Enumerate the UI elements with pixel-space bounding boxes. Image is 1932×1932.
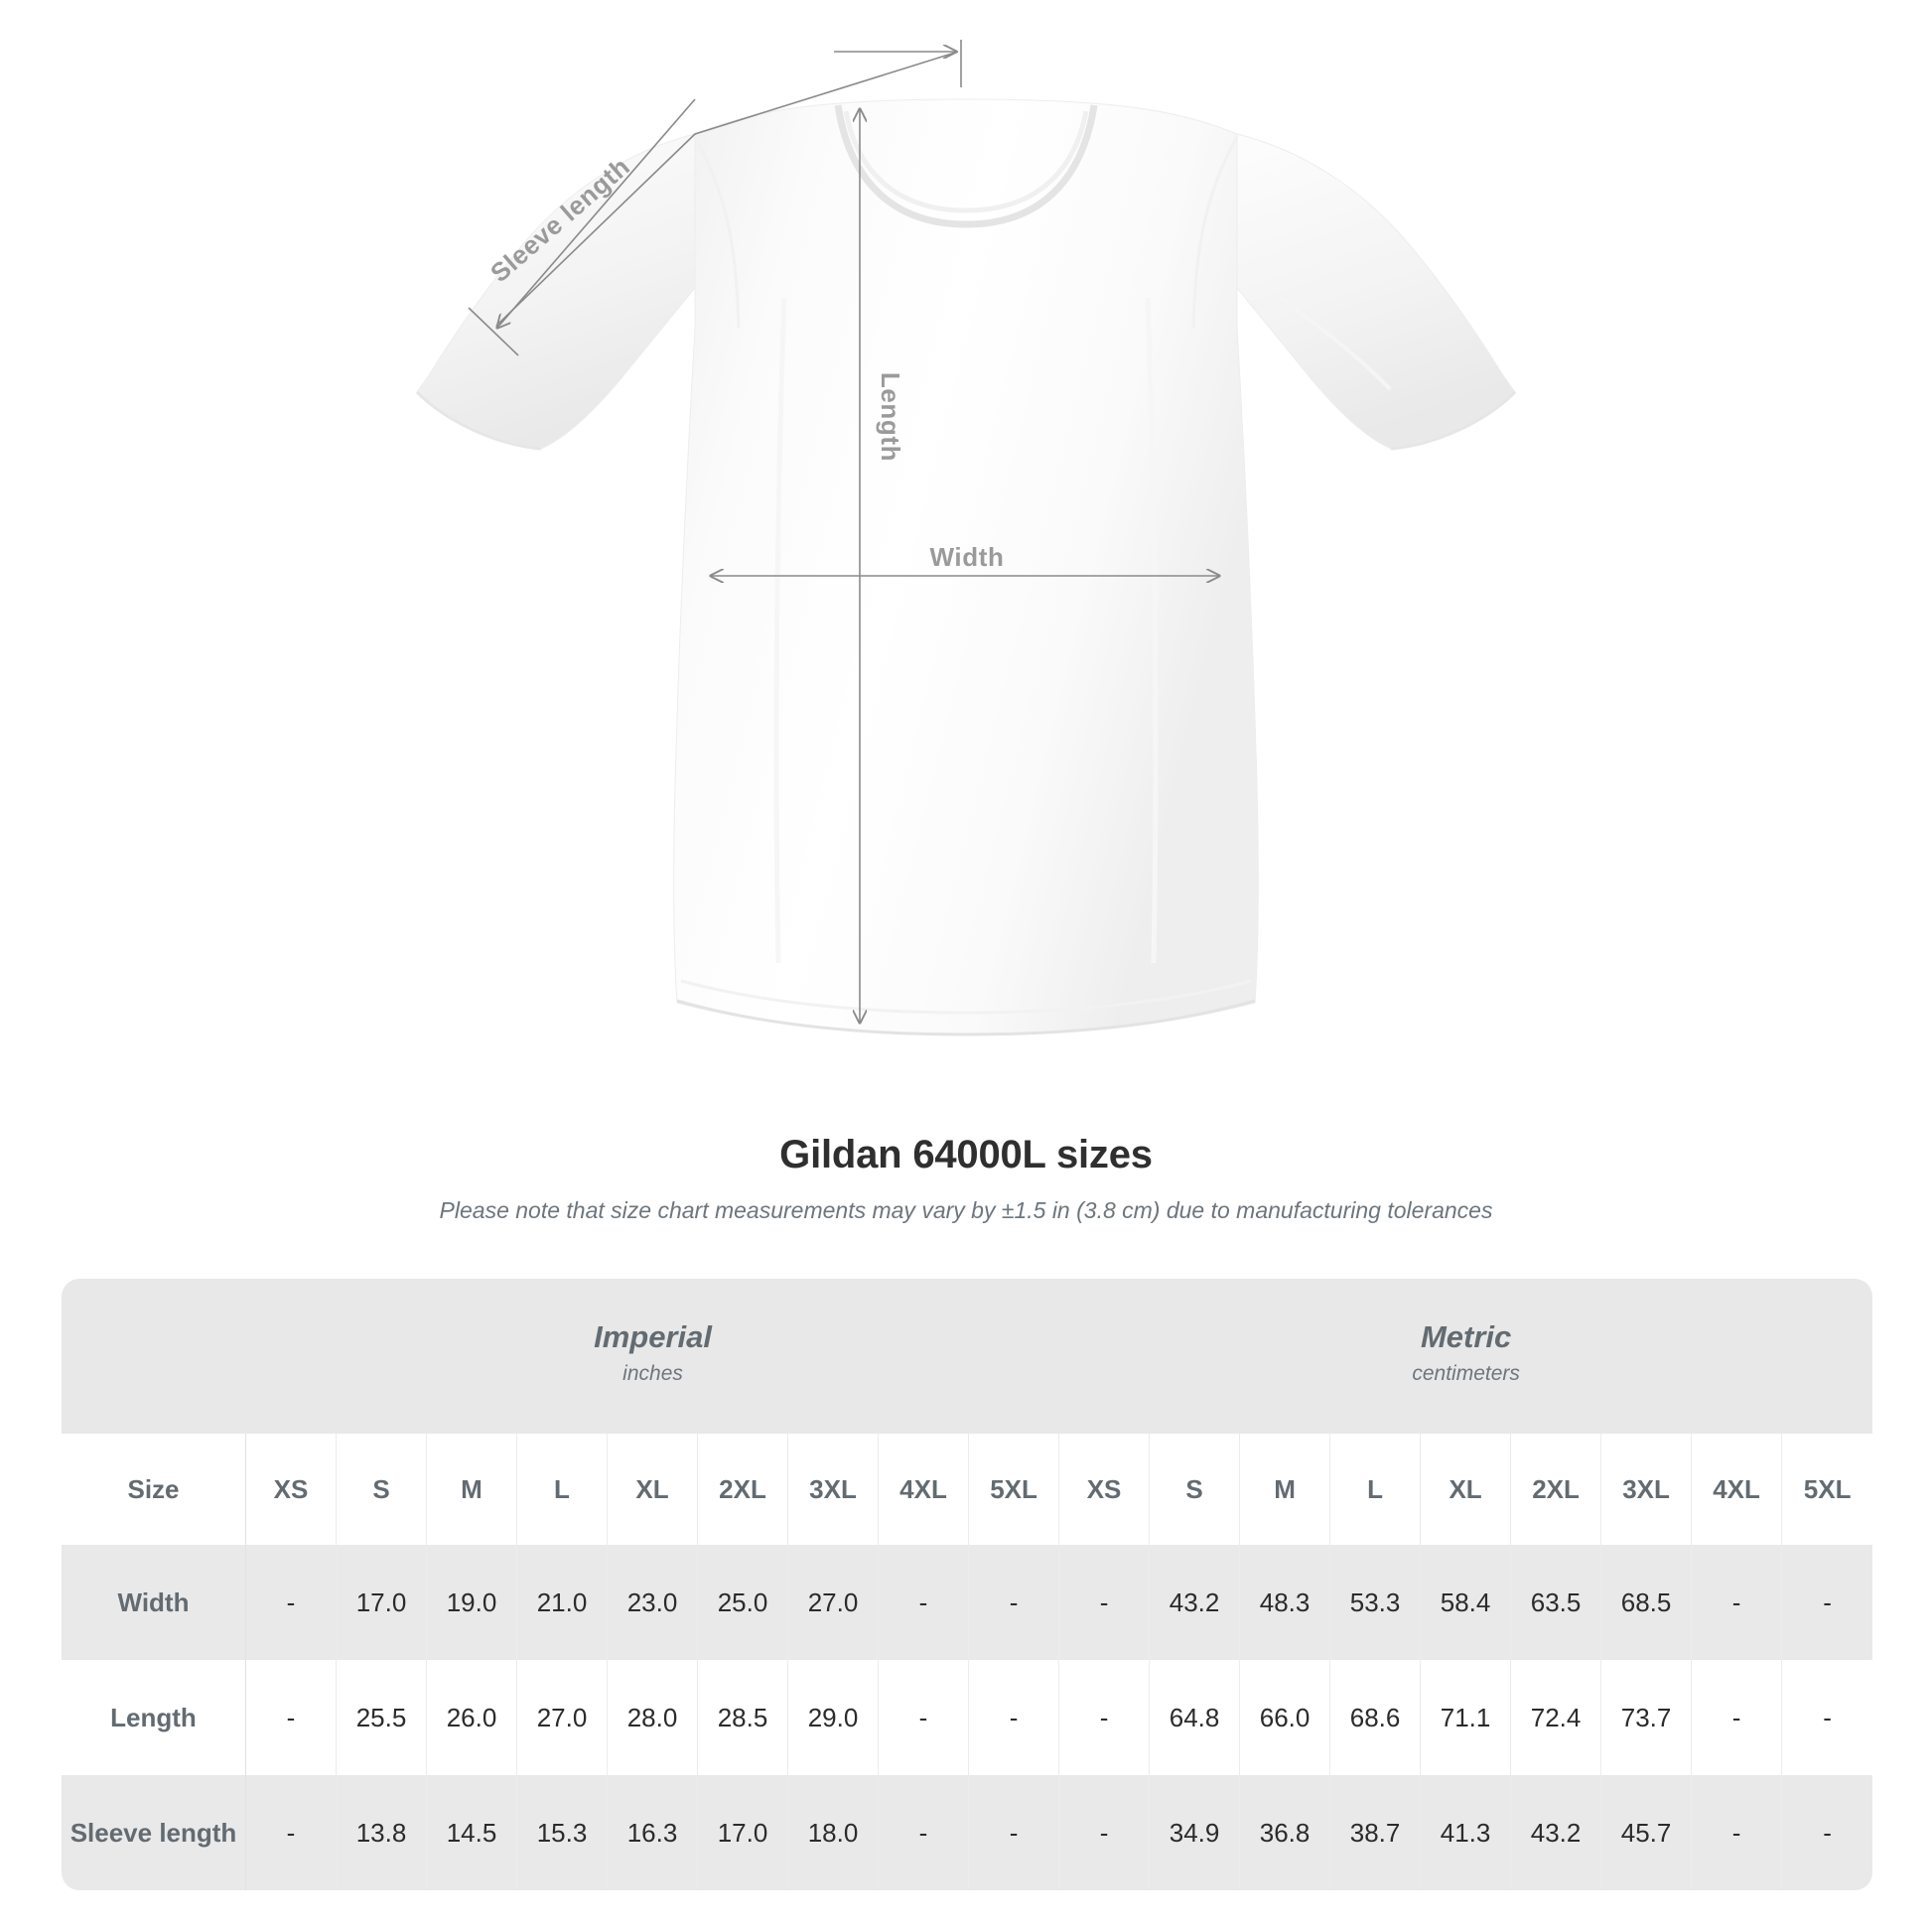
- measurement-cell: 38.7: [1330, 1775, 1422, 1890]
- measurement-cell: 25.5: [337, 1660, 427, 1775]
- measurement-cell: 64.8: [1150, 1660, 1241, 1775]
- measurement-cell: 28.5: [698, 1660, 788, 1775]
- measurement-cell: 63.5: [1511, 1545, 1602, 1660]
- measurement-cell: -: [246, 1775, 337, 1890]
- measurement-cell: 27.0: [788, 1545, 879, 1660]
- size-header-row: Size XS S M L XL 2XL 3XL 4XL 5XL XS S M L XL 2XL 3XL 4XL 5…: [62, 1434, 1873, 1545]
- table-row: Width -17.0 19.0 21.0 23.0 25.0 27.0- - -43.2 48.…: [62, 1545, 1873, 1660]
- measurement-cell: 15.3: [517, 1775, 608, 1890]
- measurement-cell: 66.0: [1240, 1660, 1331, 1775]
- measurement-cell: -: [1059, 1545, 1151, 1660]
- size-header-cell: 4XL: [879, 1434, 969, 1545]
- size-column-label: Size: [62, 1434, 246, 1545]
- measurement-row-label: Width: [62, 1545, 246, 1660]
- unit-row-spacer: [62, 1279, 246, 1434]
- measurement-cell: -: [969, 1545, 1060, 1660]
- size-header-cell: M: [427, 1434, 517, 1545]
- size-header-cell: 2XL: [1511, 1434, 1602, 1545]
- measurement-cell: 19.0: [427, 1545, 517, 1660]
- measurement-cell: -: [1059, 1660, 1151, 1775]
- table-row: Sleeve length -13.8 14.5 15.3 16.3 17.0 18.0- -…: [62, 1775, 1873, 1890]
- measurement-cell: 23.0: [608, 1545, 698, 1660]
- measurement-cell: -: [1782, 1660, 1873, 1775]
- measurement-cell: 13.8: [337, 1775, 427, 1890]
- size-header-cell: XL: [1421, 1434, 1512, 1545]
- measurement-cell: -: [1692, 1660, 1783, 1775]
- length-dimension: Length: [860, 109, 905, 1023]
- size-header-cell: 3XL: [1601, 1434, 1693, 1545]
- unit-measure-name: centimeters: [1412, 1361, 1520, 1385]
- measurement-cell: 21.0: [517, 1545, 608, 1660]
- size-header-cell: S: [1150, 1434, 1241, 1545]
- measurement-cell: -: [1692, 1775, 1783, 1890]
- size-header-cell: 2XL: [698, 1434, 788, 1545]
- measurement-cell: 26.0: [427, 1660, 517, 1775]
- size-header-cell: 3XL: [788, 1434, 879, 1545]
- size-header-cell: S: [337, 1434, 427, 1545]
- unit-measure-name: inches: [622, 1361, 683, 1385]
- unit-system-name: Metric: [1420, 1318, 1512, 1354]
- measurement-cell: 14.5: [427, 1775, 517, 1890]
- measurement-cell: 68.5: [1601, 1545, 1693, 1660]
- tshirt-measurement-diagram: Sleeve length Length Width: [415, 40, 1517, 1036]
- unit-header-row: Imperial inches Metric centimeters: [62, 1279, 1873, 1434]
- measurement-cell: 43.2: [1150, 1545, 1241, 1660]
- measurement-cell: -: [1059, 1775, 1151, 1890]
- measurement-cell: 18.0: [788, 1775, 879, 1890]
- size-header-cell: XL: [608, 1434, 698, 1545]
- measurement-cell: 41.3: [1421, 1775, 1512, 1890]
- tshirt-diagram-svg: Sleeve length Length Width: [415, 40, 1517, 1036]
- measurement-cell: -: [969, 1660, 1060, 1775]
- measurement-cell: 25.0: [698, 1545, 788, 1660]
- size-chart-table-container: Imperial inches Metric centimeters Size XS S M L…: [62, 1279, 1873, 1890]
- size-header-cell: M: [1240, 1434, 1331, 1545]
- page-title: Gildan 64000L sizes: [779, 1133, 1153, 1176]
- measurement-cell: -: [246, 1545, 337, 1660]
- measurement-cell: -: [879, 1545, 969, 1660]
- measurement-cell: -: [879, 1660, 969, 1775]
- table-row: Length -25.5 26.0 27.0 28.0 28.5 29.0- - -64.8 66…: [62, 1660, 1873, 1775]
- width-label: Width: [930, 542, 1005, 572]
- measurement-cell: 17.0: [337, 1545, 427, 1660]
- size-chart-table: Imperial inches Metric centimeters Size XS S M L…: [62, 1279, 1873, 1890]
- measurement-cell: 68.6: [1330, 1660, 1422, 1775]
- measurement-cell: -: [879, 1775, 969, 1890]
- unit-system-name: Imperial: [594, 1318, 712, 1354]
- measurement-cell: -: [1692, 1545, 1783, 1660]
- width-dimension: Width: [711, 542, 1219, 576]
- measurement-cell: 72.4: [1511, 1660, 1602, 1775]
- measurement-cell: 36.8: [1240, 1775, 1331, 1890]
- size-header-cell: L: [517, 1434, 608, 1545]
- measurement-cell: 58.4: [1421, 1545, 1512, 1660]
- measurement-cell: 29.0: [788, 1660, 879, 1775]
- size-header-cell: 5XL: [1782, 1434, 1873, 1545]
- size-header-cell: 5XL: [969, 1434, 1060, 1545]
- measurement-cell: 17.0: [698, 1775, 788, 1890]
- measurement-row-label: Sleeve length: [62, 1775, 246, 1890]
- size-header-cell: XS: [246, 1434, 337, 1545]
- measurement-row-label: Length: [62, 1660, 246, 1775]
- measurement-cell: -: [969, 1775, 1060, 1890]
- measurement-cell: 28.0: [608, 1660, 698, 1775]
- size-header-cell: XS: [1059, 1434, 1151, 1545]
- measurement-cell: 71.1: [1421, 1660, 1512, 1775]
- unit-header-metric: Metric centimeters: [1059, 1279, 1873, 1434]
- measurement-cell: 53.3: [1330, 1545, 1422, 1660]
- size-header-cell: L: [1330, 1434, 1422, 1545]
- measurement-cell: 73.7: [1601, 1660, 1693, 1775]
- measurement-cell: -: [1782, 1775, 1873, 1890]
- measurement-cell: 27.0: [517, 1660, 608, 1775]
- size-header-cell: 4XL: [1692, 1434, 1783, 1545]
- measurement-cell: 34.9: [1150, 1775, 1241, 1890]
- unit-header-imperial: Imperial inches: [246, 1279, 1060, 1434]
- measurement-cell: -: [1782, 1545, 1873, 1660]
- measurement-cell: 48.3: [1240, 1545, 1331, 1660]
- measurement-cell: 43.2: [1511, 1775, 1602, 1890]
- measurement-cell: 16.3: [608, 1775, 698, 1890]
- chart-heading: Gildan 64000L sizes Please note that siz…: [0, 1132, 1932, 1225]
- tolerance-note: Please note that size chart measurements…: [439, 1197, 1493, 1223]
- measurement-cell: 45.7: [1601, 1775, 1693, 1890]
- length-label: Length: [876, 372, 905, 462]
- measurement-cell: -: [246, 1660, 337, 1775]
